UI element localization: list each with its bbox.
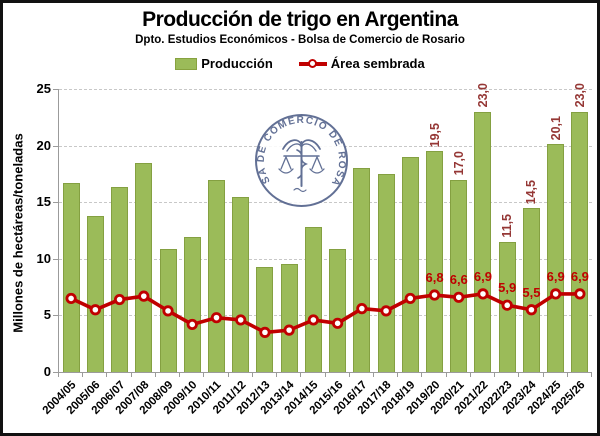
x-tick [179,373,181,377]
area-value-label: 6,6 [449,272,468,288]
x-tick [300,373,302,377]
x-tick [542,373,544,377]
y-tick [53,202,58,204]
y-axis-title: Millones de hectáreas/toneladas [10,133,26,333]
gridline [59,258,592,260]
x-tick [421,373,423,377]
legend-item-area-sembrada: Área sembrada [298,56,425,71]
bar [86,215,104,372]
area-value-label: 6,9 [570,268,589,284]
x-tick [203,373,205,377]
bar [377,173,395,372]
bar [62,182,80,372]
x-tick [276,373,278,377]
legend: Producción Área sembrada [3,56,597,71]
y-tick [53,372,58,373]
x-tick [469,373,471,377]
area-value-label: 5,9 [498,280,517,296]
bar [159,248,177,372]
bar [304,227,322,372]
chart-subtitle: Dpto. Estudios Económicos - Bolsa de Com… [135,34,465,46]
bar [547,144,565,372]
area-line-marker-icon [298,58,327,70]
bar [498,241,516,372]
plot-area: 19,5 17,0 23,0 11,5 14,5 20,1 23,0 6,8 6,6 6,9 5,9… [58,83,592,373]
bar-value-label: 11,5 [500,214,515,238]
area-value-label: 6,8 [425,270,444,286]
bar [474,111,492,372]
y-tick-label: 10 [36,250,51,266]
gridline [59,89,592,90]
bar [183,237,201,372]
bar-value-label: 19,5 [427,122,442,148]
bar [329,248,347,372]
area-value-label: 6,9 [546,268,565,284]
y-tick-label: 15 [36,194,51,210]
chart-title: Producción de trigo en Argentina [142,8,458,31]
area-value-label: 6,9 [473,268,493,284]
bar-value-label: 17,0 [451,151,466,176]
bar-value-label: 23,0 [475,83,490,108]
x-tick [445,373,447,377]
x-tick [58,373,59,377]
x-tick [324,373,326,377]
produccion-swatch-icon [175,57,198,70]
bar [401,156,419,372]
bar [256,266,274,372]
bar [353,168,371,372]
y-tick [53,89,58,90]
y-tick-label: 0 [43,364,51,379]
y-tick-label: 25 [36,81,51,96]
x-tick [591,373,592,377]
bar [232,196,250,372]
x-tick [348,373,350,377]
x-tick [518,373,520,377]
gridline [59,202,592,204]
x-tick [106,373,108,377]
bar [280,264,298,372]
bar-value-label: 20,1 [548,116,563,141]
y-tick [53,145,58,147]
y-tick [53,258,58,260]
bcr-seal-watermark-icon: BOLSA DE COMERCIO DE ROSARIO [253,112,348,207]
bar [571,111,589,372]
bar [135,162,153,372]
legend-produccion-label: Producción [201,56,273,71]
bar-value-label: 14,5 [524,179,539,204]
bar [111,187,129,372]
y-tick-label: 5 [43,307,51,323]
x-tick [372,373,374,377]
x-tick [397,373,399,377]
x-tick [494,373,496,377]
x-tick [566,373,568,377]
bar-value-label: 23,0 [572,83,587,108]
legend-item-produccion: Producción [175,56,273,71]
x-tick [251,373,253,377]
y-tick [53,315,58,317]
x-tick [130,373,132,377]
x-tick [82,373,84,377]
bar [207,179,225,372]
x-tick [154,373,156,377]
x-tick [227,373,229,377]
area-value-label: 5,5 [522,284,541,300]
y-tick-label: 20 [36,137,51,153]
bar [426,151,444,372]
legend-area-label: Área sembrada [330,56,425,71]
